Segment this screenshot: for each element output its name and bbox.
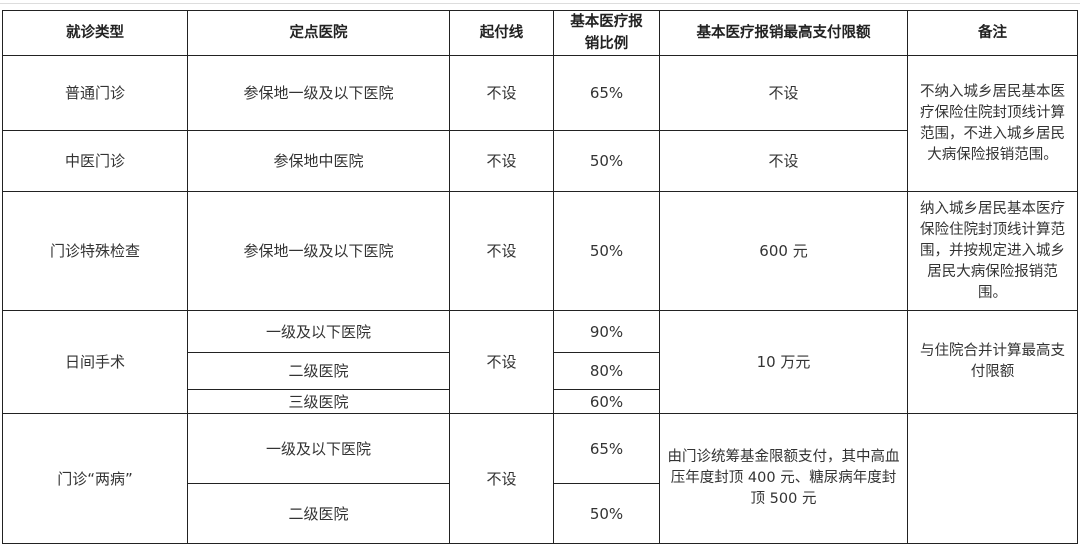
- ratio: 65%: [553, 413, 660, 484]
- table-row: 二级医院 50%: [3, 483, 1078, 544]
- note: 与住院合并计算最高支付限额: [907, 310, 1078, 414]
- ratio: 90%: [553, 310, 660, 353]
- threshold: 不设: [449, 130, 554, 192]
- header-threshold: 起付线: [449, 10, 554, 56]
- medical-insurance-table: 就诊类型 定点医院 起付线 基本医疗报销比例 基本医疗报销最高支付限额 备注 普…: [2, 10, 1078, 544]
- table-row: 中医门诊 参保地中医院 不设 50% 不设: [2, 130, 1078, 192]
- visit-type: 日间手术: [2, 310, 188, 414]
- hospital: 二级医院: [187, 352, 450, 390]
- visit-type: 中医门诊: [2, 130, 188, 192]
- ratio: 50%: [553, 130, 660, 192]
- header-visit-type: 就诊类型: [2, 10, 188, 56]
- hospital: 参保地一级及以下医院: [187, 191, 450, 311]
- divider: [0, 3, 1080, 4]
- header-hospital: 定点医院: [187, 10, 450, 56]
- limit: 10 万元: [659, 310, 908, 414]
- note: 纳入城乡居民基本医疗保险住院封顶线计算范围，并按规定进入城乡居民大病保险报销范围…: [907, 191, 1078, 311]
- header-ratio: 基本医疗报销比例: [553, 10, 660, 56]
- header-limit: 基本医疗报销最高支付限额: [659, 10, 908, 56]
- ratio: 50%: [553, 191, 660, 311]
- visit-type: 门诊“两病”: [2, 413, 188, 544]
- hospital: 参保地中医院: [187, 130, 450, 192]
- hospital: 二级医院: [187, 483, 450, 544]
- limit: 不设: [659, 55, 908, 131]
- table-row: 普通门诊 参保地一级及以下医院 不设 65% 不设 不纳入城乡居民基本医疗保险住…: [2, 55, 1078, 192]
- hospital: 参保地一级及以下医院: [187, 55, 450, 131]
- threshold: 不设: [449, 191, 554, 311]
- ratio: 80%: [553, 352, 660, 390]
- table-row: 日间手术 一级及以下医院 不设 90% 10 万元 与住院合并计算最高支付限额: [2, 310, 1078, 414]
- header-note: 备注: [907, 10, 1078, 56]
- hospital: 三级医院: [187, 389, 450, 414]
- threshold: 不设: [449, 55, 554, 131]
- threshold: 不设: [449, 413, 554, 544]
- visit-type: 普通门诊: [2, 55, 188, 131]
- limit: 不设: [659, 130, 908, 192]
- limit: 由门诊统筹基金限额支付，其中高血压年度封顶 400 元、糖尿病年度封顶 500 …: [659, 413, 908, 544]
- ratio: 65%: [553, 55, 660, 131]
- table-row: 二级医院 80%: [3, 352, 1078, 390]
- ratio: 50%: [553, 483, 660, 544]
- table-row: 三级医院 60%: [3, 389, 1078, 414]
- hospital: 一级及以下医院: [187, 413, 450, 484]
- ratio: 60%: [553, 389, 660, 414]
- note: [907, 413, 1078, 544]
- threshold: 不设: [449, 310, 554, 414]
- table-row: 门诊特殊检查 参保地一级及以下医院 不设 50% 600 元 纳入城乡居民基本医…: [2, 191, 1078, 311]
- visit-type: 门诊特殊检查: [2, 191, 188, 311]
- header-row: 就诊类型 定点医院 起付线 基本医疗报销比例 基本医疗报销最高支付限额 备注: [2, 10, 1078, 56]
- table-row: 门诊“两病” 一级及以下医院 不设 65% 由门诊统筹基金限额支付，其中高血压年…: [2, 413, 1078, 544]
- limit: 600 元: [659, 191, 908, 311]
- hospital: 一级及以下医院: [187, 310, 450, 353]
- note: 不纳入城乡居民基本医疗保险住院封顶线计算范围，不进入城乡居民大病保险报销范围。: [907, 55, 1078, 192]
